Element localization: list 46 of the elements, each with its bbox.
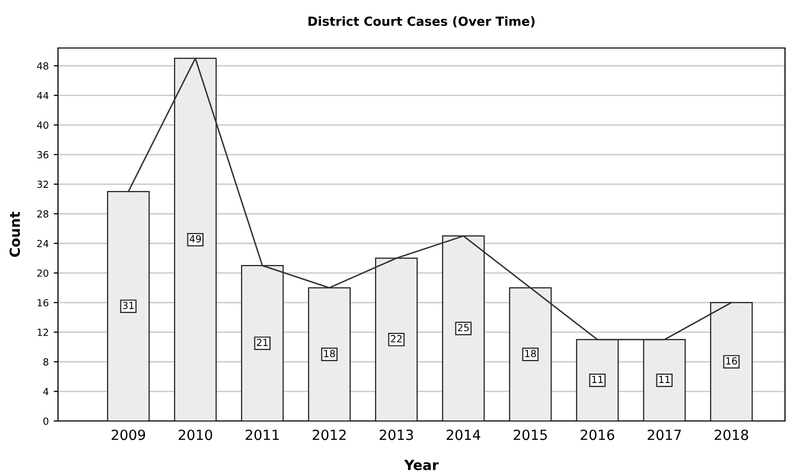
y-tick-label: 0 bbox=[43, 417, 48, 425]
y-tick-label: 24 bbox=[37, 240, 48, 248]
bar bbox=[710, 302, 753, 421]
y-tick-label: 20 bbox=[37, 269, 48, 277]
y-tick-label: 36 bbox=[37, 151, 48, 158]
data-label: 31 bbox=[122, 302, 134, 310]
data-label: 25 bbox=[458, 324, 469, 332]
y-tick-label: 28 bbox=[37, 210, 48, 218]
bar bbox=[241, 265, 284, 421]
x-tick-label: 2010 bbox=[178, 430, 212, 440]
y-tick-label: 44 bbox=[37, 92, 48, 100]
bar bbox=[509, 287, 552, 421]
y-tick-label: 8 bbox=[43, 358, 48, 366]
y-tick-label: 12 bbox=[38, 328, 48, 336]
y-tick-label: 40 bbox=[37, 121, 48, 129]
data-label: 11 bbox=[592, 376, 603, 383]
y-tick-label: 16 bbox=[38, 299, 48, 306]
data-label: 16 bbox=[726, 357, 737, 365]
x-tick-label: 2009 bbox=[112, 430, 146, 440]
y-tick-label: 4 bbox=[43, 388, 48, 396]
bar bbox=[308, 287, 351, 421]
bar bbox=[442, 235, 485, 421]
data-label: 22 bbox=[390, 335, 402, 342]
data-label: 18 bbox=[324, 350, 335, 358]
bar bbox=[174, 58, 217, 421]
data-label: 21 bbox=[256, 338, 268, 346]
y-tick-label: 48 bbox=[37, 62, 48, 70]
bar bbox=[576, 339, 619, 421]
y-axis-title: Count bbox=[10, 212, 20, 257]
bar bbox=[643, 339, 686, 421]
x-tick-label: 2017 bbox=[648, 430, 681, 440]
x-tick-label: 2015 bbox=[514, 430, 547, 440]
x-axis-title: Year bbox=[404, 460, 439, 470]
chart-title: District Court Cases (Over Time) bbox=[308, 16, 535, 28]
data-label: 18 bbox=[525, 350, 536, 358]
bar bbox=[375, 258, 418, 421]
x-tick-label: 2012 bbox=[312, 430, 346, 440]
y-tick-label: 32 bbox=[37, 180, 48, 188]
x-tick-label: 2013 bbox=[380, 430, 413, 440]
data-label: 49 bbox=[190, 235, 201, 242]
x-tick-label: 2014 bbox=[446, 430, 480, 440]
data-label: 11 bbox=[659, 376, 670, 383]
x-tick-label: 2016 bbox=[580, 430, 614, 440]
x-tick-label: 2011 bbox=[246, 430, 279, 440]
bar bbox=[107, 191, 150, 421]
x-tick-label: 2018 bbox=[714, 430, 748, 440]
